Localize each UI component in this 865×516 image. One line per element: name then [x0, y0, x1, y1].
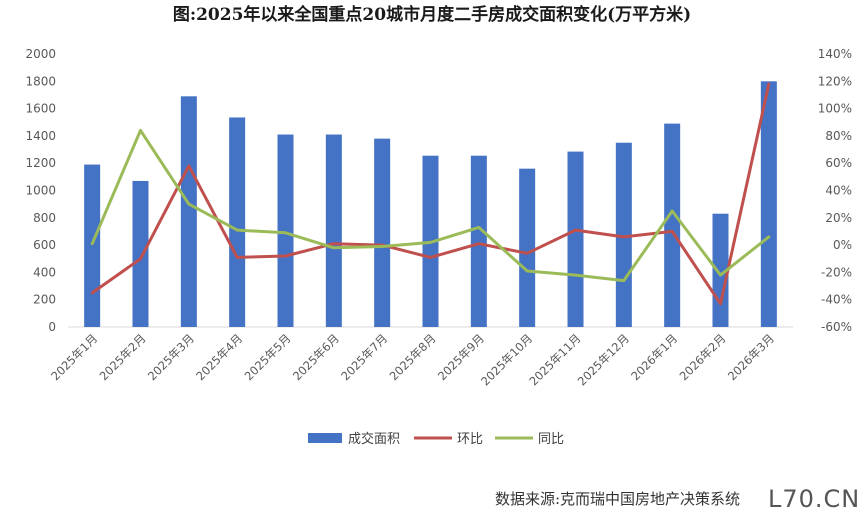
x-tick-label: 2026年1月 — [628, 331, 680, 383]
bar-1 — [84, 164, 101, 327]
line-series-area — [90, 82, 771, 306]
right-axis-tick: -20% — [821, 265, 852, 279]
right-axis-tick: 60% — [825, 156, 852, 170]
x-tick-label: 2025年9月 — [435, 331, 487, 383]
left-axis-tick: 1200 — [25, 156, 56, 170]
x-tick-label: 2025年6月 — [290, 331, 342, 383]
left-axis-tick: 2000 — [25, 47, 56, 61]
x-tick-label: 2025年1月 — [48, 331, 100, 383]
x-tick-label: 2025年4月 — [193, 331, 245, 383]
x-tick-label: 2025年3月 — [145, 331, 197, 383]
x-tick-label: 2026年3月 — [725, 331, 777, 383]
left-axis-ticks: 0 200 400 600 800 1000 1200 1400 1600 1800 2000 — [25, 47, 56, 334]
left-axis-tick: 1600 — [25, 102, 56, 116]
right-axis-tick: 120% — [818, 74, 852, 88]
x-tick-label: 2025年7月 — [338, 331, 390, 383]
x-tick-label: 2026年2月 — [677, 331, 729, 383]
bar-13 — [664, 123, 681, 328]
bar-10 — [519, 168, 536, 327]
source-note: 数据来源:克而瑞中国房地产决策系统 — [495, 490, 740, 508]
legend-label: 成交面积 — [348, 431, 400, 447]
chart-title: 图:2025年以来全国重点20城市月度二手房成交面积变化(万平方米) — [173, 4, 691, 25]
x-tick-label: 2025年12月 — [575, 331, 632, 388]
bar-15 — [760, 81, 777, 327]
right-axis-tick: 40% — [825, 184, 852, 198]
right-axis-tick: 80% — [825, 129, 852, 143]
bar-3 — [180, 96, 197, 327]
bar-11 — [567, 151, 584, 327]
bar-7 — [374, 138, 391, 327]
bar-5 — [277, 134, 294, 327]
right-axis-tick: -60% — [821, 320, 852, 334]
left-axis-tick: 0 — [48, 320, 56, 334]
legend-label: 同比 — [538, 432, 564, 447]
x-axis-labels: 2025年1月2025年2月2025年3月2025年4月2025年5月2025年… — [48, 331, 777, 388]
line-series-yoy — [90, 128, 771, 283]
left-axis-tick: 1800 — [25, 74, 56, 88]
left-axis-tick: 800 — [33, 211, 56, 225]
right-axis-tick: -40% — [821, 293, 852, 307]
x-tick-label: 2025年5月 — [242, 331, 294, 383]
bar-4 — [229, 117, 246, 327]
legend-swatch-bar — [308, 433, 342, 443]
left-axis-tick: 400 — [33, 265, 56, 279]
bar-series-area — [84, 81, 777, 328]
watermark: L70.CN — [768, 485, 860, 513]
right-axis-tick: 140% — [818, 47, 852, 61]
bar-2 — [132, 180, 149, 327]
legend-label: 环比 — [457, 432, 483, 447]
x-tick-label: 2025年8月 — [387, 331, 439, 383]
left-axis-tick: 600 — [33, 238, 56, 252]
right-axis-tick: 100% — [818, 102, 852, 116]
right-axis-ticks: -60% -40% -20% 0% 20% 40% 60% 80% 100% 120% 140% — [818, 47, 852, 334]
x-tick-label: 2025年2月 — [97, 331, 149, 383]
bar-6 — [325, 134, 342, 327]
right-axis-tick: 20% — [825, 211, 852, 225]
legend: 成交面积 环比 同比 — [308, 431, 564, 447]
left-axis-tick: 1000 — [25, 184, 56, 198]
left-axis-tick: 1400 — [25, 129, 56, 143]
bar-9 — [470, 155, 487, 327]
left-axis-tick: 200 — [33, 293, 56, 307]
right-axis-tick: 0% — [833, 238, 852, 252]
